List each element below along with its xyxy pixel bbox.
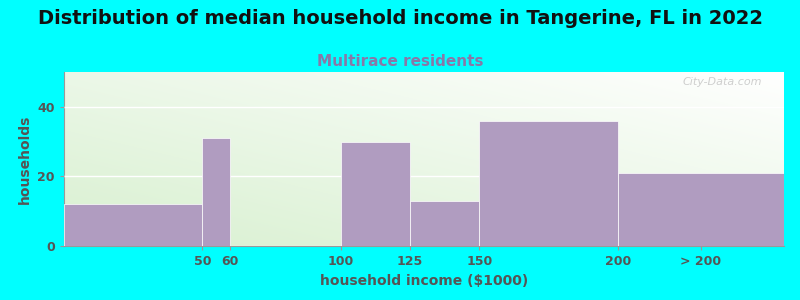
X-axis label: household income ($1000): household income ($1000) <box>320 274 528 288</box>
Bar <box>341 142 410 246</box>
Text: City-Data.com: City-Data.com <box>683 77 762 87</box>
Bar <box>618 173 784 246</box>
Text: Multirace residents: Multirace residents <box>317 54 483 69</box>
Bar <box>202 138 230 246</box>
Bar <box>64 204 202 246</box>
Text: Distribution of median household income in Tangerine, FL in 2022: Distribution of median household income … <box>38 9 762 28</box>
Bar <box>410 201 479 246</box>
Bar <box>479 121 618 246</box>
Y-axis label: households: households <box>18 114 32 204</box>
